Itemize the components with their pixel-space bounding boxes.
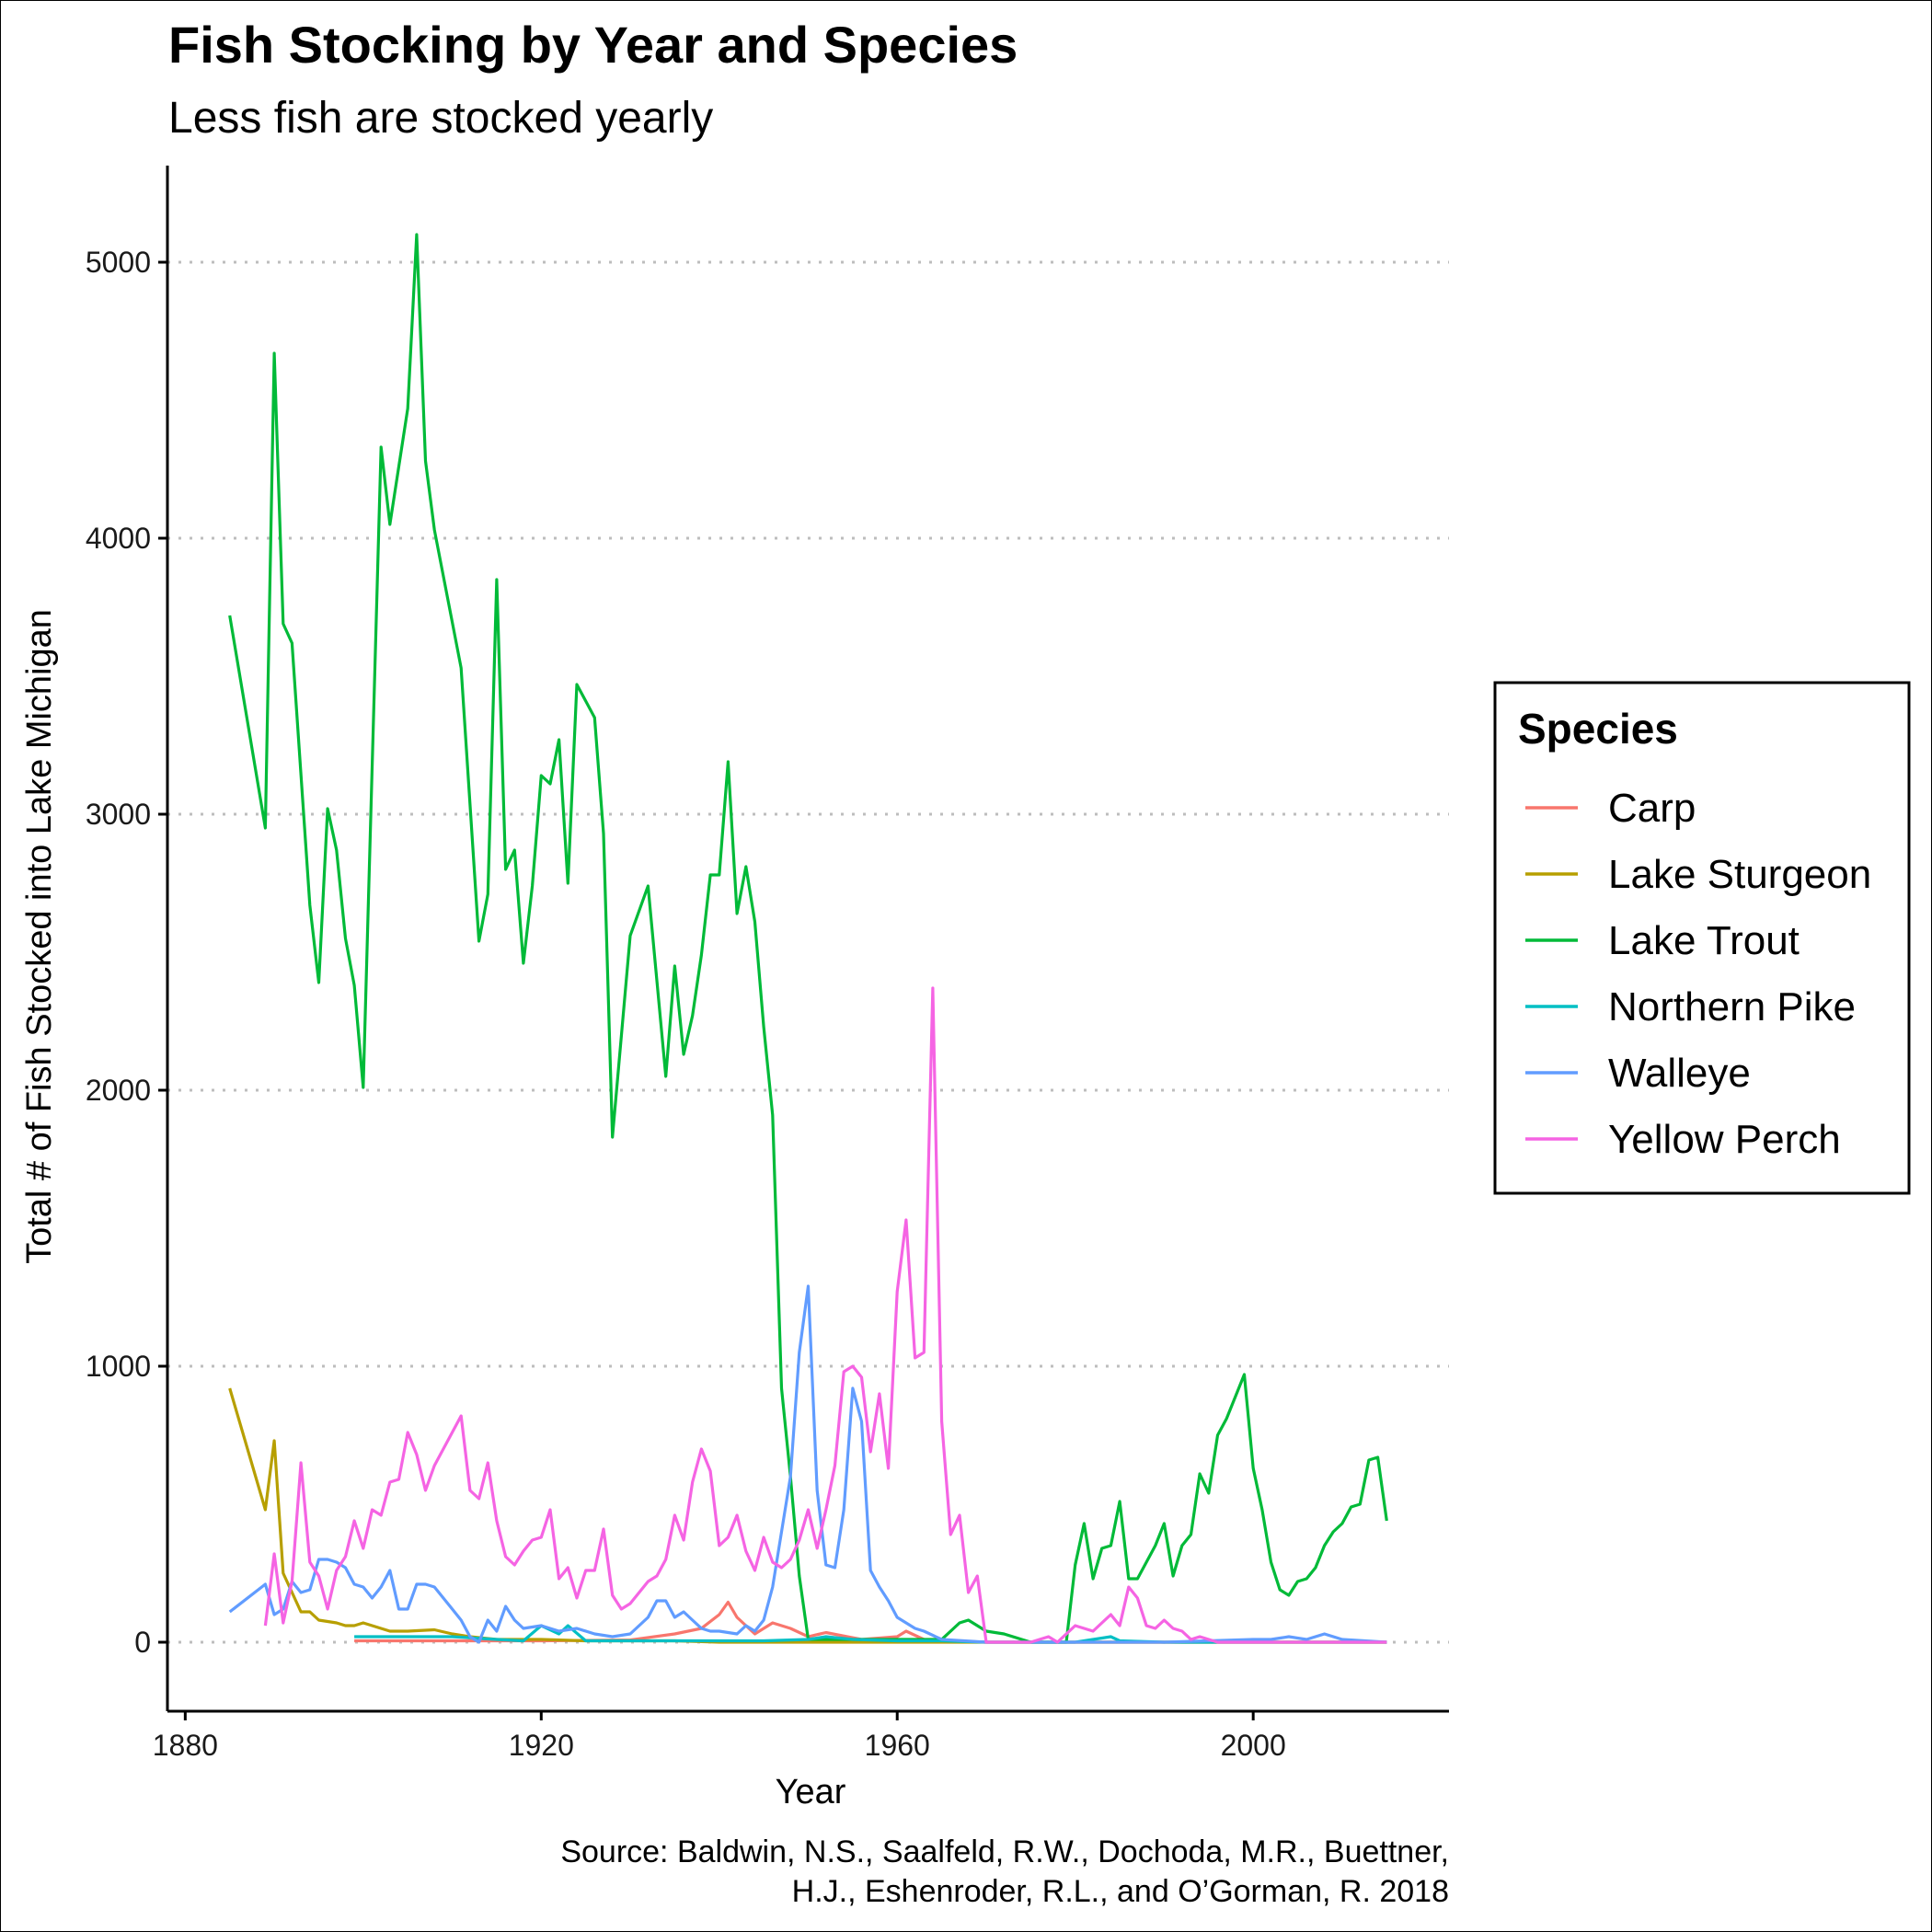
legend-box (1493, 681, 1911, 1195)
legend-label: Lake Trout (1608, 918, 1800, 963)
series-line-carp (354, 1600, 1387, 1644)
y-axis-ticks: 0 1000 2000 3000 4000 5000 (86, 246, 167, 1659)
legend-label: Carp (1608, 786, 1696, 831)
y-tick-label: 2000 (86, 1074, 151, 1107)
y-tick-label: 4000 (86, 522, 151, 555)
x-tick-label: 2000 (1221, 1729, 1286, 1762)
x-axis-title: Year (776, 1773, 846, 1811)
legend-label: Northern Pike (1608, 984, 1856, 1029)
chart-subtitle: Less fish are stocked yearly (168, 94, 713, 143)
series-lines (228, 233, 1388, 1644)
x-axis-ticks: 1880 1920 1960 2000 (153, 1711, 1286, 1762)
legend-items: Carp Lake Sturgeon Lake Trout Northern Pike… (1525, 786, 1871, 1162)
y-tick-label: 3000 (86, 798, 151, 831)
gridlines (167, 260, 1449, 1644)
legend-label: Walleye (1608, 1051, 1751, 1096)
y-tick-label: 5000 (86, 246, 151, 279)
legend-label: Yellow Perch (1608, 1117, 1841, 1162)
y-tick-label: 0 (134, 1626, 151, 1659)
x-tick-label: 1920 (509, 1729, 574, 1762)
x-tick-label: 1880 (153, 1729, 218, 1762)
series-line-walleye (228, 1284, 1387, 1644)
series-line-lake-trout (228, 233, 1388, 1644)
legend-title: Species (1518, 705, 1678, 753)
series-line-yellow-perch (263, 986, 1387, 1644)
legend: Species Carp Lake Sturgeon Lake Trout North… (1493, 681, 1911, 1195)
source-caption-line-1: Source: Baldwin, N.S., Saalfeld, R.W., D… (560, 1834, 1449, 1869)
source-caption-line-2: H.J., Eshenroder, R.L., and O’Gorman, R.… (792, 1874, 1449, 1909)
y-tick-label: 1000 (86, 1350, 151, 1383)
x-tick-label: 1960 (865, 1729, 930, 1762)
y-axis-title: Total # of Fish Stocked into Lake Michig… (20, 609, 59, 1264)
chart-title: Fish Stocking by Year and Species (168, 16, 1018, 74)
legend-label: Lake Sturgeon (1608, 852, 1871, 897)
series-line-northern-pike (354, 1624, 1387, 1644)
